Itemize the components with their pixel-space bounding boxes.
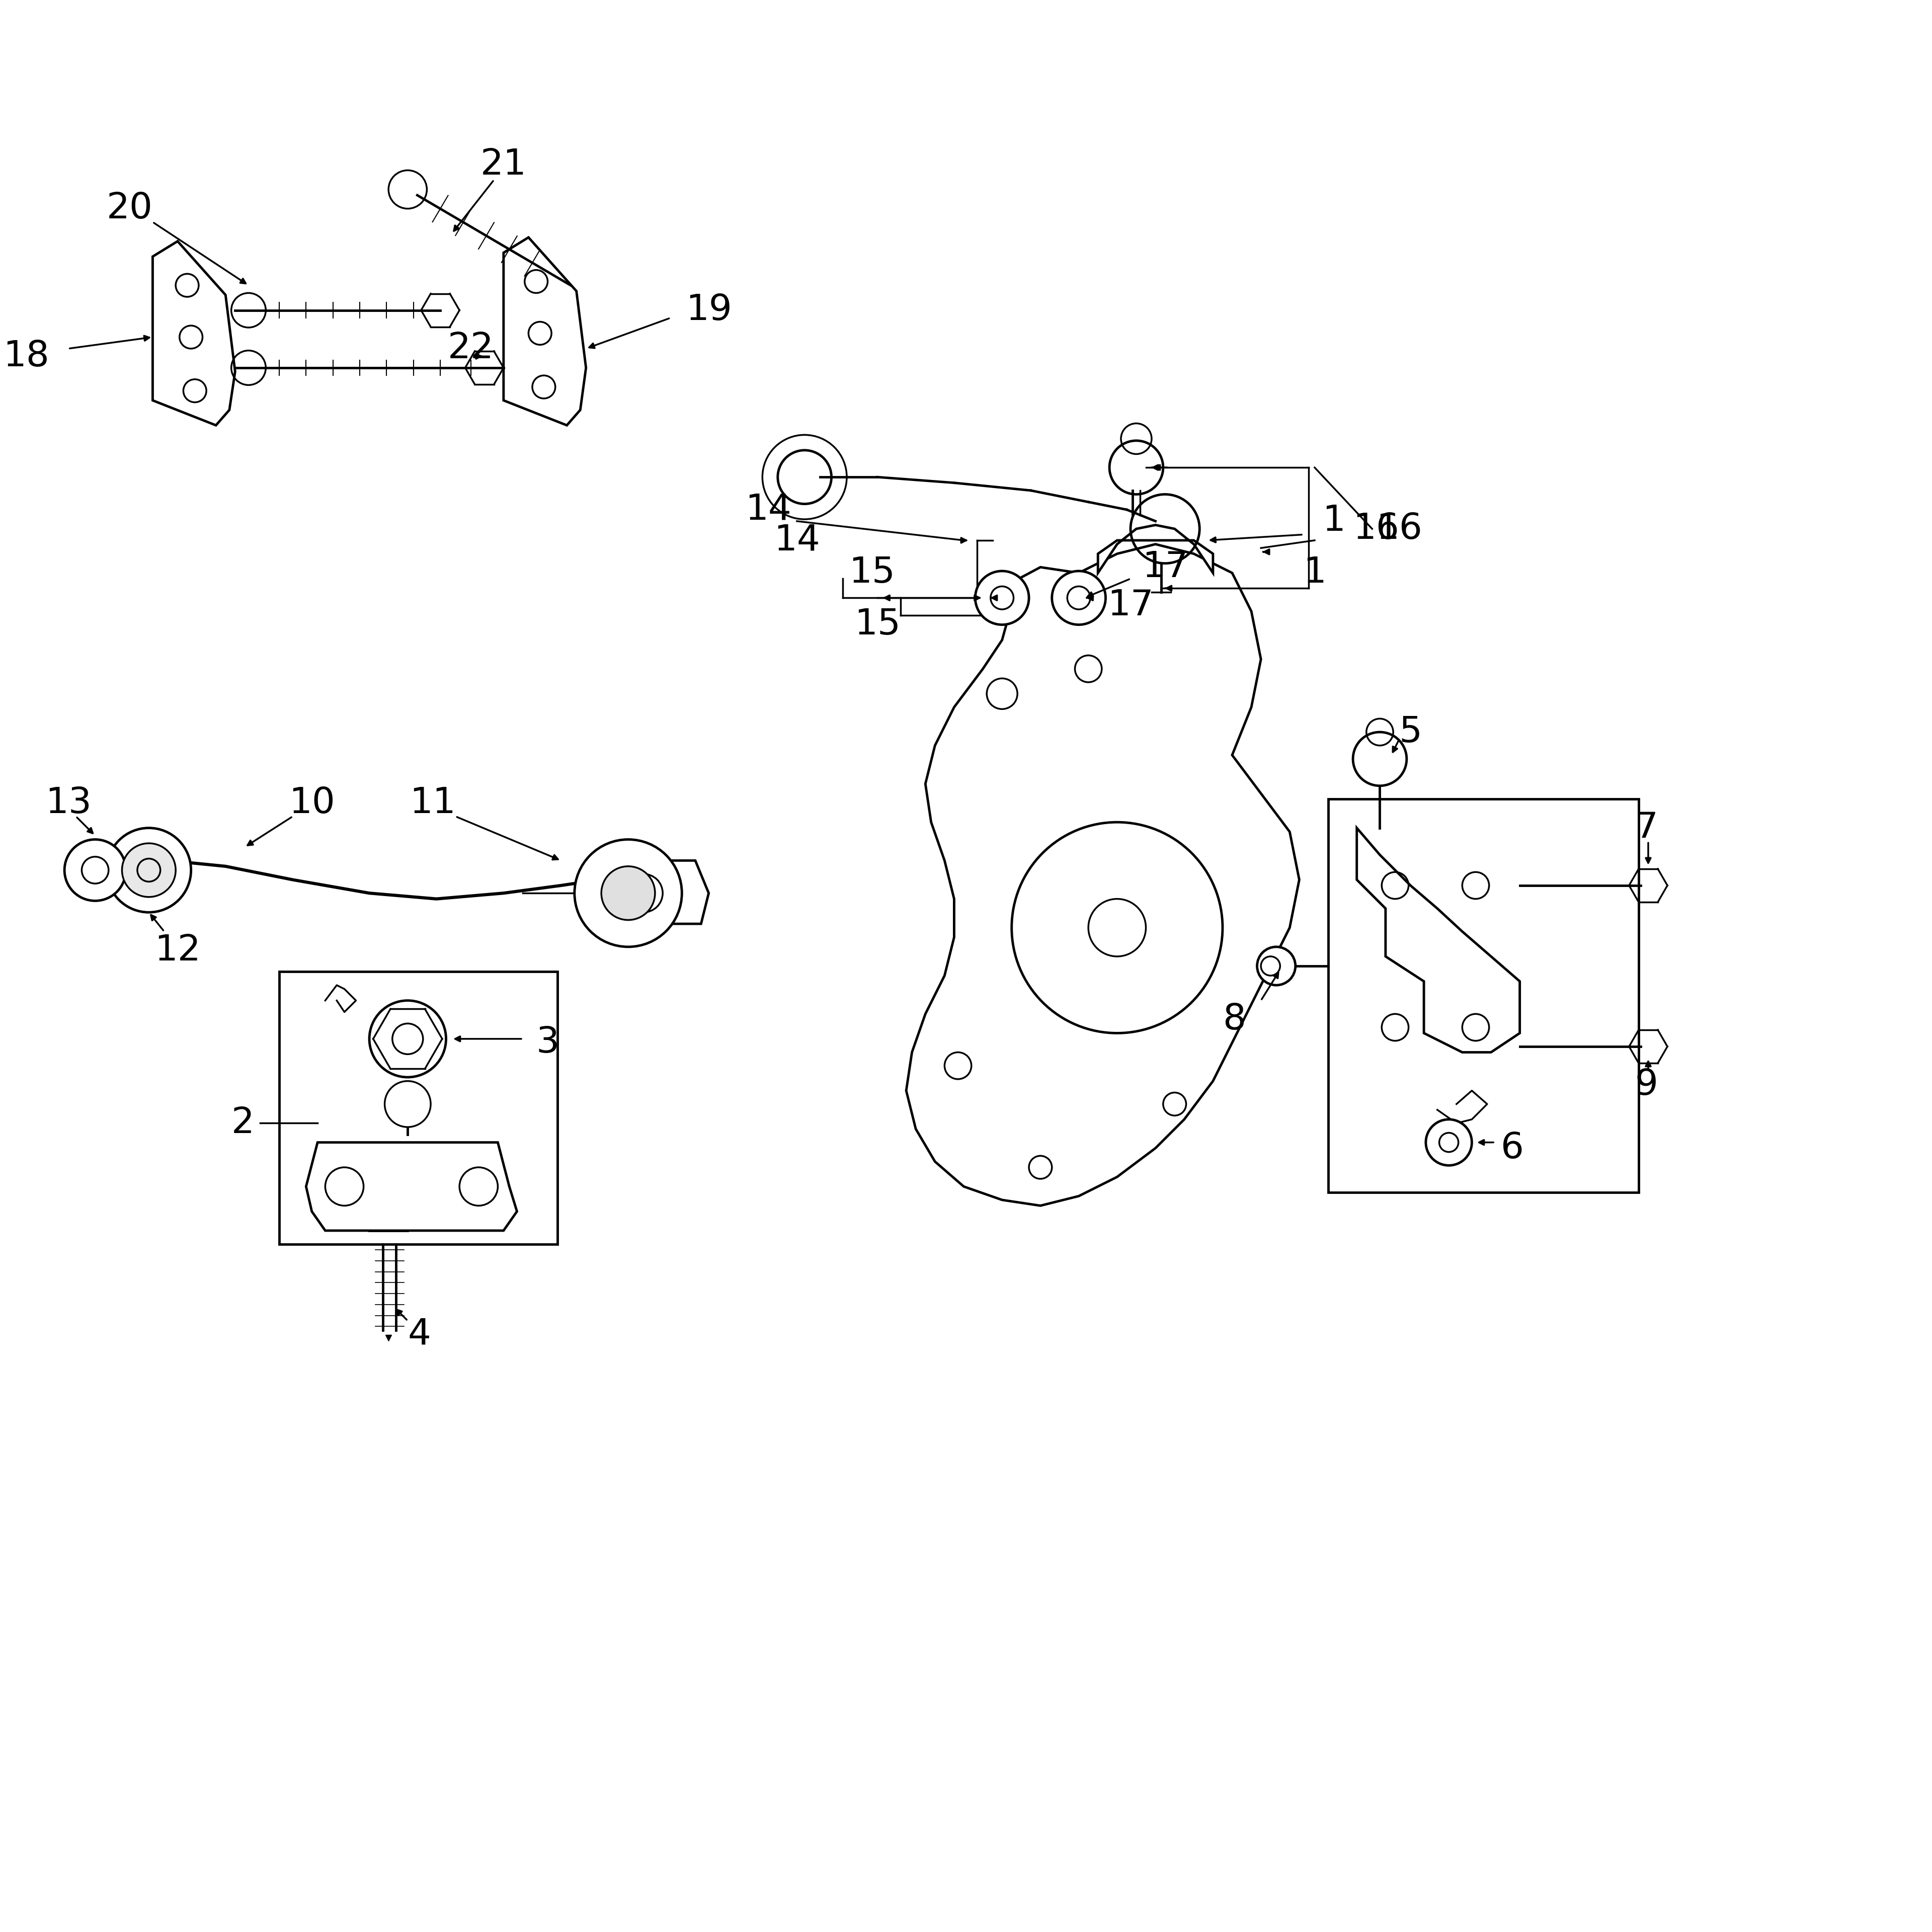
Text: 9: 9 (1634, 1068, 1658, 1103)
Circle shape (624, 873, 663, 912)
Text: 2: 2 (232, 1105, 255, 1140)
Circle shape (1051, 572, 1105, 624)
Text: 8: 8 (1223, 1003, 1246, 1037)
Circle shape (601, 866, 655, 920)
Text: 13: 13 (44, 786, 91, 821)
Text: 16: 16 (1376, 512, 1422, 547)
Polygon shape (1097, 526, 1213, 574)
Polygon shape (305, 1142, 518, 1231)
Text: 15: 15 (848, 556, 895, 591)
Circle shape (1258, 947, 1296, 985)
Text: 7: 7 (1634, 811, 1658, 846)
Text: 21: 21 (481, 147, 527, 182)
Text: 17: 17 (1107, 587, 1153, 622)
Text: 5: 5 (1399, 715, 1422, 750)
Circle shape (1352, 732, 1406, 786)
Text: 10: 10 (288, 786, 334, 821)
Text: 14: 14 (773, 524, 819, 558)
Circle shape (64, 838, 126, 900)
Text: 15: 15 (854, 607, 900, 641)
Bar (1327, 800, 1638, 1192)
Text: 4: 4 (408, 1318, 431, 1352)
Text: 18: 18 (4, 338, 48, 373)
Text: 6: 6 (1501, 1130, 1524, 1165)
Text: 22: 22 (448, 330, 495, 365)
Circle shape (574, 838, 682, 947)
Circle shape (122, 842, 176, 896)
Text: 16: 16 (1352, 512, 1399, 547)
Text: 12: 12 (155, 933, 201, 968)
Polygon shape (153, 242, 236, 425)
Polygon shape (1356, 829, 1520, 1053)
Bar (280, 972, 556, 1244)
Text: 1: 1 (1321, 504, 1345, 539)
Text: 20: 20 (106, 191, 153, 226)
Circle shape (976, 572, 1030, 624)
Circle shape (369, 1001, 446, 1078)
Polygon shape (906, 545, 1298, 1206)
Text: 14: 14 (746, 493, 792, 527)
Text: 17: 17 (1142, 551, 1188, 585)
Text: 1: 1 (1302, 556, 1325, 591)
Circle shape (1426, 1119, 1472, 1165)
Text: 3: 3 (537, 1026, 558, 1061)
Polygon shape (504, 238, 585, 425)
Text: 11: 11 (410, 786, 456, 821)
Polygon shape (663, 860, 709, 923)
Circle shape (384, 1082, 431, 1126)
Text: 19: 19 (686, 294, 732, 328)
Circle shape (106, 829, 191, 912)
